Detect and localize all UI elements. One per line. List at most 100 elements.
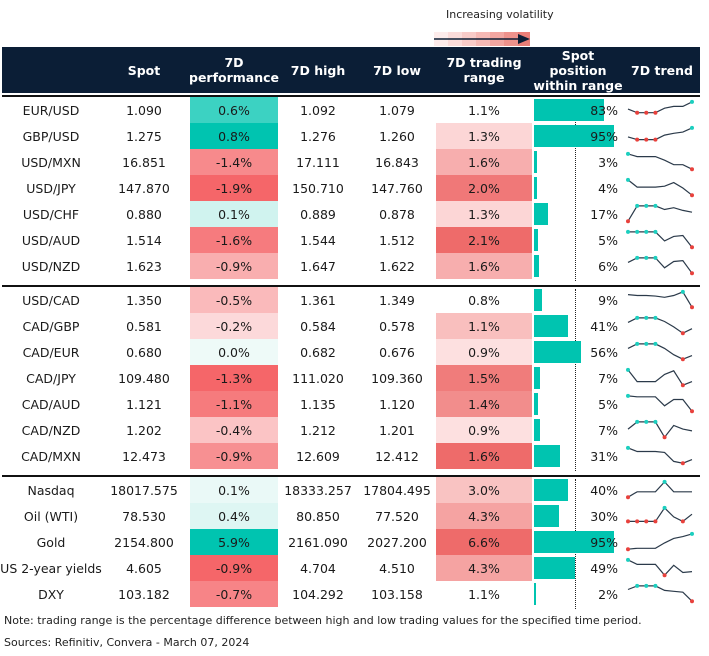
trend-line [627, 481, 692, 498]
position-label: 7% [598, 370, 618, 386]
trend-high-marker [626, 151, 630, 156]
cell-range: 6.6% [436, 529, 532, 555]
trend-low-marker [690, 409, 694, 414]
trend-high-marker [690, 125, 694, 130]
trend-line [627, 447, 693, 464]
trend-sparkline [627, 255, 694, 276]
trend-high-marker [653, 203, 658, 208]
cell-range: 1.1% [436, 97, 532, 123]
cell-range: 4.3% [436, 503, 532, 529]
cell-spot: 1.623 [126, 258, 162, 274]
trend-high-marker [626, 367, 630, 372]
cell-spot: 1.514 [126, 232, 162, 248]
header-7d-low: 7D low [373, 62, 421, 78]
trend-sparkline [627, 315, 693, 336]
trend-line [627, 291, 693, 308]
trend-high-marker [626, 557, 630, 562]
cell-spot: 2154.800 [114, 534, 174, 550]
header-7d-performance: 7D performance [189, 55, 280, 85]
cell-range: 1.5% [436, 365, 532, 391]
position-bar [534, 203, 549, 225]
cell-high: 150.710 [292, 180, 344, 196]
trend-line [627, 585, 693, 602]
position-label: 4% [598, 180, 618, 196]
cell-name: EUR/USD [22, 102, 80, 118]
trend-line [627, 343, 693, 360]
midpoint-line [575, 289, 576, 471]
position-label: 17% [590, 206, 618, 222]
cell-high: 1.361 [300, 292, 336, 308]
cell-low: 0.676 [379, 344, 415, 360]
table-row: USD/CAD 1.350 -0.5% 1.361 1.349 0.8% 9% [2, 287, 700, 313]
table-row: US 2-year yields 4.605 -0.9% 4.704 4.510 4.3%… [0, 555, 700, 581]
cell-name: Oil (WTI) [23, 508, 79, 524]
trend-low-marker [653, 110, 658, 115]
trend-sparkline [627, 419, 693, 440]
trend-low-marker [626, 547, 630, 552]
cell-spot: 78.530 [122, 508, 166, 524]
cell-perf: 0.0% [190, 339, 278, 365]
position-bar [534, 583, 536, 605]
trend-high-marker [644, 419, 649, 424]
position-label: 95% [590, 128, 618, 144]
cell-spot: 16.851 [122, 154, 166, 170]
position-label: 40% [590, 482, 618, 498]
trend-high-marker [662, 505, 667, 510]
trend-low-marker [644, 519, 649, 524]
trend-line [627, 369, 693, 386]
cell-name: CAD/EUR [22, 344, 80, 360]
cell-name: CAD/JPY [26, 370, 76, 386]
position-bar [534, 177, 538, 199]
trend-high-marker [626, 229, 630, 234]
cell-spot: 1.121 [126, 396, 162, 412]
cell-low: 0.878 [379, 206, 415, 222]
cell-spot: 109.480 [118, 370, 170, 386]
cell-spot: 12.473 [122, 448, 166, 464]
cell-spot: 103.182 [118, 586, 170, 602]
cell-perf: -1.1% [190, 391, 278, 417]
cell-perf: -0.9% [190, 253, 278, 279]
position-bar [534, 151, 537, 173]
trend-high-marker [626, 177, 630, 182]
position-label: 3% [598, 154, 618, 170]
table-row: CAD/MXN 12.473 -0.9% 12.609 12.412 1.6% 31% [2, 443, 700, 469]
trend-line [627, 317, 693, 334]
cell-range: 1.6% [436, 443, 532, 469]
trend-line [627, 559, 693, 577]
trend-high-marker [644, 203, 649, 208]
volatility-arrow-icon [434, 32, 530, 46]
cell-high: 1.135 [300, 396, 336, 412]
cell-spot: 1.202 [126, 422, 162, 438]
volatility-legend-label: Increasing volatility [446, 8, 554, 21]
cell-low: 1.079 [379, 102, 415, 118]
cell-perf: -0.9% [190, 443, 278, 469]
trend-low-marker [690, 599, 694, 604]
trend-sparkline [627, 99, 694, 115]
cell-low: 109.360 [371, 370, 423, 386]
table-row: GBP/USD 1.275 0.8% 1.276 1.260 1.3% 95% [2, 123, 700, 149]
table-row: USD/MXN 16.851 -1.4% 17.111 16.843 1.6% 3% [2, 149, 700, 175]
position-label: 9% [598, 292, 618, 308]
trend-high-marker [690, 531, 694, 536]
cell-spot: 1.090 [126, 102, 162, 118]
trend-low-marker [690, 245, 694, 250]
table-row: CAD/EUR 0.680 0.0% 0.682 0.676 0.9% 56% [2, 339, 700, 365]
cell-perf: -1.9% [190, 175, 278, 201]
table-group: Nasdaq 18017.575 0.1% 18333.257 17804.495 3.0… [0, 475, 700, 609]
cell-perf: 0.6% [190, 97, 278, 123]
trend-high-marker [635, 315, 640, 320]
position-bar [534, 419, 540, 441]
trend-low-marker [690, 167, 694, 172]
cell-perf: 5.9% [190, 529, 278, 555]
cell-name: CAD/AUD [21, 396, 81, 412]
footer-sources: Sources: Refinitiv, Convera - March 07, … [4, 636, 250, 649]
cell-name: GBP/USD [22, 128, 80, 144]
cell-high: 2161.090 [288, 534, 348, 550]
header-7d-trading-range: 7D trading range [446, 55, 522, 85]
cell-low: 4.510 [379, 560, 415, 576]
cell-perf: 0.8% [190, 123, 278, 149]
cell-high: 1.276 [300, 128, 336, 144]
cell-high: 0.682 [300, 344, 336, 360]
cell-range: 2.1% [436, 227, 532, 253]
position-bar [534, 289, 542, 311]
